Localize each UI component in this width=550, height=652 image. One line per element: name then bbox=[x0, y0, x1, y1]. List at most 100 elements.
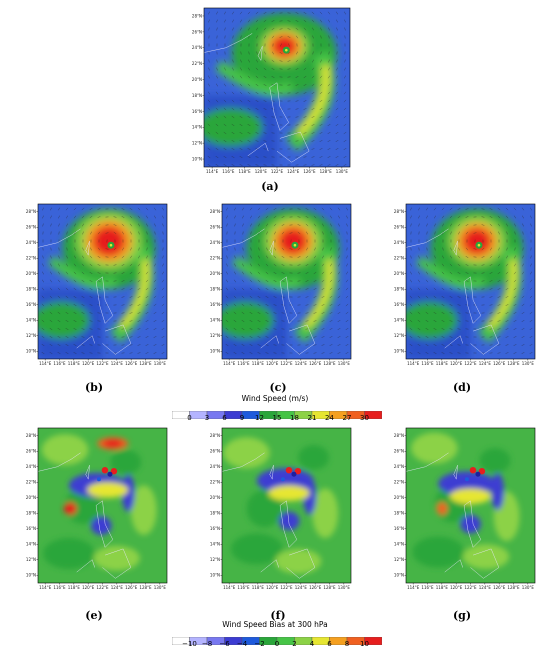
lon-tick-label: 114°E bbox=[223, 585, 236, 590]
panel-a-map: 28°N 26°N 24°N 22°N 20°N 18°N 16°N 14°N 12°N 10°N… bbox=[188, 5, 353, 177]
lat-tick-label: 20°N bbox=[192, 77, 202, 82]
lon-tick-label: 126°E bbox=[125, 361, 138, 366]
lon-tick-label: 128°E bbox=[507, 361, 520, 366]
colorbar-tick-label: 6 bbox=[222, 414, 227, 422]
lon-tick-label: 118°E bbox=[252, 361, 265, 366]
lon-tick-label: 116°E bbox=[237, 361, 250, 366]
colorbar-tick-label: 21 bbox=[307, 414, 317, 422]
lon-tick-label: 122°E bbox=[271, 169, 284, 174]
lat-tick-label: 10°N bbox=[394, 349, 404, 354]
lon-tick-label: 124°E bbox=[111, 361, 124, 366]
lat-tick-label: 10°N bbox=[26, 349, 36, 354]
lat-tick-label: 26°N bbox=[192, 29, 202, 34]
lon-tick-label: 124°E bbox=[111, 585, 124, 590]
lon-tick-label: 114°E bbox=[206, 169, 219, 174]
lon-tick-label: 130°E bbox=[336, 169, 349, 174]
lon-tick-label: 120°E bbox=[82, 585, 95, 590]
lat-tick-label: 14°N bbox=[26, 542, 36, 547]
lon-tick-label: 116°E bbox=[53, 361, 66, 366]
lat-tick-label: 10°N bbox=[394, 573, 404, 578]
lat-tick-label: 14°N bbox=[210, 542, 220, 547]
lon-tick-label: 120°E bbox=[266, 361, 279, 366]
lat-tick-label: 18°N bbox=[210, 511, 220, 516]
lon-tick-label: 128°E bbox=[139, 585, 152, 590]
lat-tick-label: 28°N bbox=[210, 209, 220, 214]
lat-tick-label: 20°N bbox=[210, 271, 220, 276]
lon-tick-label: 116°E bbox=[237, 585, 250, 590]
lat-tick-label: 20°N bbox=[26, 271, 36, 276]
lat-tick-label: 18°N bbox=[394, 287, 404, 292]
lon-tick-label: 120°E bbox=[450, 585, 463, 590]
lon-tick-label: 128°E bbox=[320, 169, 333, 174]
lon-tick-label: 122°E bbox=[96, 585, 109, 590]
lat-tick-label: 16°N bbox=[26, 526, 36, 531]
lat-tick-label: 24°N bbox=[210, 240, 220, 245]
colorbar-tick-label: 18 bbox=[290, 414, 299, 422]
lat-tick-label: 14°N bbox=[394, 318, 404, 323]
lat-tick-label: 26°N bbox=[26, 449, 36, 454]
lon-tick-label: 126°E bbox=[493, 361, 506, 366]
lon-tick-label: 116°E bbox=[421, 361, 434, 366]
lat-tick-label: 24°N bbox=[394, 240, 404, 245]
colorbar-tick-label: −6 bbox=[219, 640, 230, 648]
lat-tick-label: 16°N bbox=[394, 302, 404, 307]
lat-tick-label: 12°N bbox=[210, 557, 220, 562]
lat-tick-label: 18°N bbox=[26, 511, 36, 516]
lat-tick-label: 14°N bbox=[192, 125, 202, 130]
lon-tick-label: 118°E bbox=[68, 361, 81, 366]
lon-tick-label: 122°E bbox=[464, 361, 477, 366]
lon-tick-label: 120°E bbox=[255, 169, 268, 174]
panel-g-label: (g) bbox=[452, 609, 472, 622]
panel-f-label: (f) bbox=[270, 609, 286, 622]
lon-tick-label: 124°E bbox=[479, 361, 492, 366]
colorbar-tick-label: 24 bbox=[325, 414, 334, 422]
lon-tick-label: 118°E bbox=[436, 361, 449, 366]
colorbar-tick-label: 2 bbox=[292, 640, 297, 648]
colorbar-tick-label: 0 bbox=[187, 414, 192, 422]
lat-tick-label: 10°N bbox=[210, 573, 220, 578]
colorbar-tick-label: 27 bbox=[342, 414, 352, 422]
lon-tick-label: 114°E bbox=[407, 361, 420, 366]
lat-tick-label: 22°N bbox=[394, 480, 404, 485]
lat-tick-label: 18°N bbox=[26, 287, 36, 292]
lat-tick-label: 24°N bbox=[26, 240, 36, 245]
lat-tick-label: 12°N bbox=[210, 333, 220, 338]
lat-tick-label: 28°N bbox=[394, 209, 404, 214]
colorbar-tick-label: 9 bbox=[239, 414, 245, 422]
lat-tick-label: 16°N bbox=[394, 526, 404, 531]
lat-tick-label: 28°N bbox=[210, 433, 220, 438]
panel-c-label: (c) bbox=[269, 381, 287, 394]
lon-tick-label: 124°E bbox=[295, 585, 308, 590]
lat-tick-label: 12°N bbox=[192, 141, 202, 146]
lat-tick-label: 28°N bbox=[26, 209, 36, 214]
lon-tick-label: 124°E bbox=[479, 585, 492, 590]
lon-tick-label: 130°E bbox=[338, 361, 351, 366]
colorbar-bias-title: Wind Speed Bias at 300 hPa bbox=[222, 620, 328, 629]
lat-tick-label: 28°N bbox=[394, 433, 404, 438]
colorbar-tick-label: 6 bbox=[327, 640, 332, 648]
colorbar-tick-label: −2 bbox=[254, 640, 265, 648]
panel-b-map: 28°N 26°N 24°N 22°N 20°N 18°N 16°N 14°N 12°N 10°N… bbox=[22, 201, 170, 369]
colorbar-tick-label: 10 bbox=[360, 640, 369, 648]
lat-tick-label: 10°N bbox=[192, 156, 202, 161]
lon-tick-label: 128°E bbox=[323, 361, 336, 366]
colorbar-tick-label: 8 bbox=[344, 640, 350, 648]
lon-tick-label: 114°E bbox=[407, 585, 420, 590]
lat-tick-label: 26°N bbox=[394, 449, 404, 454]
colorbar-tick-label: 12 bbox=[255, 414, 264, 422]
lat-tick-label: 22°N bbox=[26, 256, 36, 261]
panel-g-map: 28°N 26°N 24°N 22°N 20°N 18°N 16°N 14°N 12°N 10°N… bbox=[390, 425, 538, 593]
lat-tick-label: 18°N bbox=[394, 511, 404, 516]
lat-tick-label: 10°N bbox=[26, 573, 36, 578]
lat-tick-label: 26°N bbox=[394, 225, 404, 230]
panel-d-label: (d) bbox=[452, 381, 472, 394]
lon-tick-label: 120°E bbox=[82, 361, 95, 366]
lat-tick-label: 26°N bbox=[26, 225, 36, 230]
lon-tick-label: 122°E bbox=[464, 585, 477, 590]
lat-tick-label: 16°N bbox=[26, 302, 36, 307]
lat-tick-label: 28°N bbox=[192, 13, 202, 18]
lon-tick-label: 118°E bbox=[436, 585, 449, 590]
lon-tick-label: 122°E bbox=[280, 585, 293, 590]
lat-tick-label: 10°N bbox=[210, 349, 220, 354]
lon-tick-label: 130°E bbox=[338, 585, 351, 590]
